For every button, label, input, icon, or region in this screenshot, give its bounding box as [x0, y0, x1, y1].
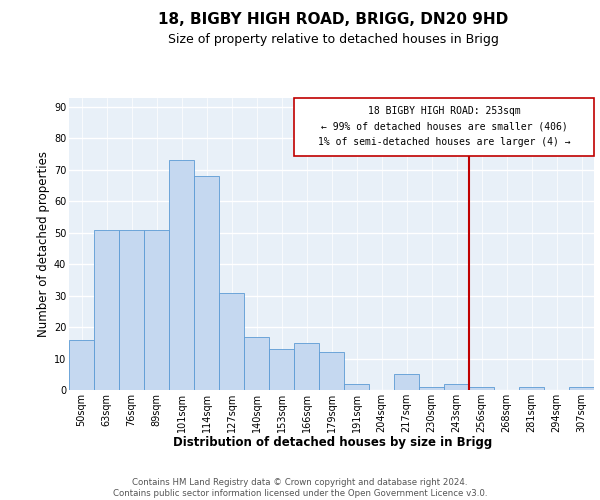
Text: Distribution of detached houses by size in Brigg: Distribution of detached houses by size …	[173, 436, 493, 449]
Bar	[119, 230, 144, 390]
Text: Contains HM Land Registry data © Crown copyright and database right 2024.
Contai: Contains HM Land Registry data © Crown c…	[113, 478, 487, 498]
Text: 18 BIGBY HIGH ROAD: 253sqm
← 99% of detached houses are smaller (406)
1% of semi: 18 BIGBY HIGH ROAD: 253sqm ← 99% of deta…	[317, 106, 571, 147]
Bar	[69, 340, 94, 390]
Y-axis label: Number of detached properties: Number of detached properties	[37, 151, 50, 337]
Bar	[169, 160, 194, 390]
Bar	[344, 384, 369, 390]
Bar	[144, 230, 169, 390]
Text: Size of property relative to detached houses in Brigg: Size of property relative to detached ho…	[167, 32, 499, 46]
Bar	[244, 336, 269, 390]
Bar	[444, 384, 469, 390]
Bar	[94, 230, 119, 390]
Bar	[569, 387, 594, 390]
FancyBboxPatch shape	[294, 98, 594, 156]
Bar	[394, 374, 419, 390]
Bar	[469, 387, 494, 390]
Bar	[294, 343, 319, 390]
Bar	[269, 349, 294, 390]
Text: 18, BIGBY HIGH ROAD, BRIGG, DN20 9HD: 18, BIGBY HIGH ROAD, BRIGG, DN20 9HD	[158, 12, 508, 28]
Bar	[219, 292, 244, 390]
Bar	[194, 176, 219, 390]
Bar	[319, 352, 344, 390]
Bar	[419, 387, 444, 390]
Bar	[519, 387, 544, 390]
